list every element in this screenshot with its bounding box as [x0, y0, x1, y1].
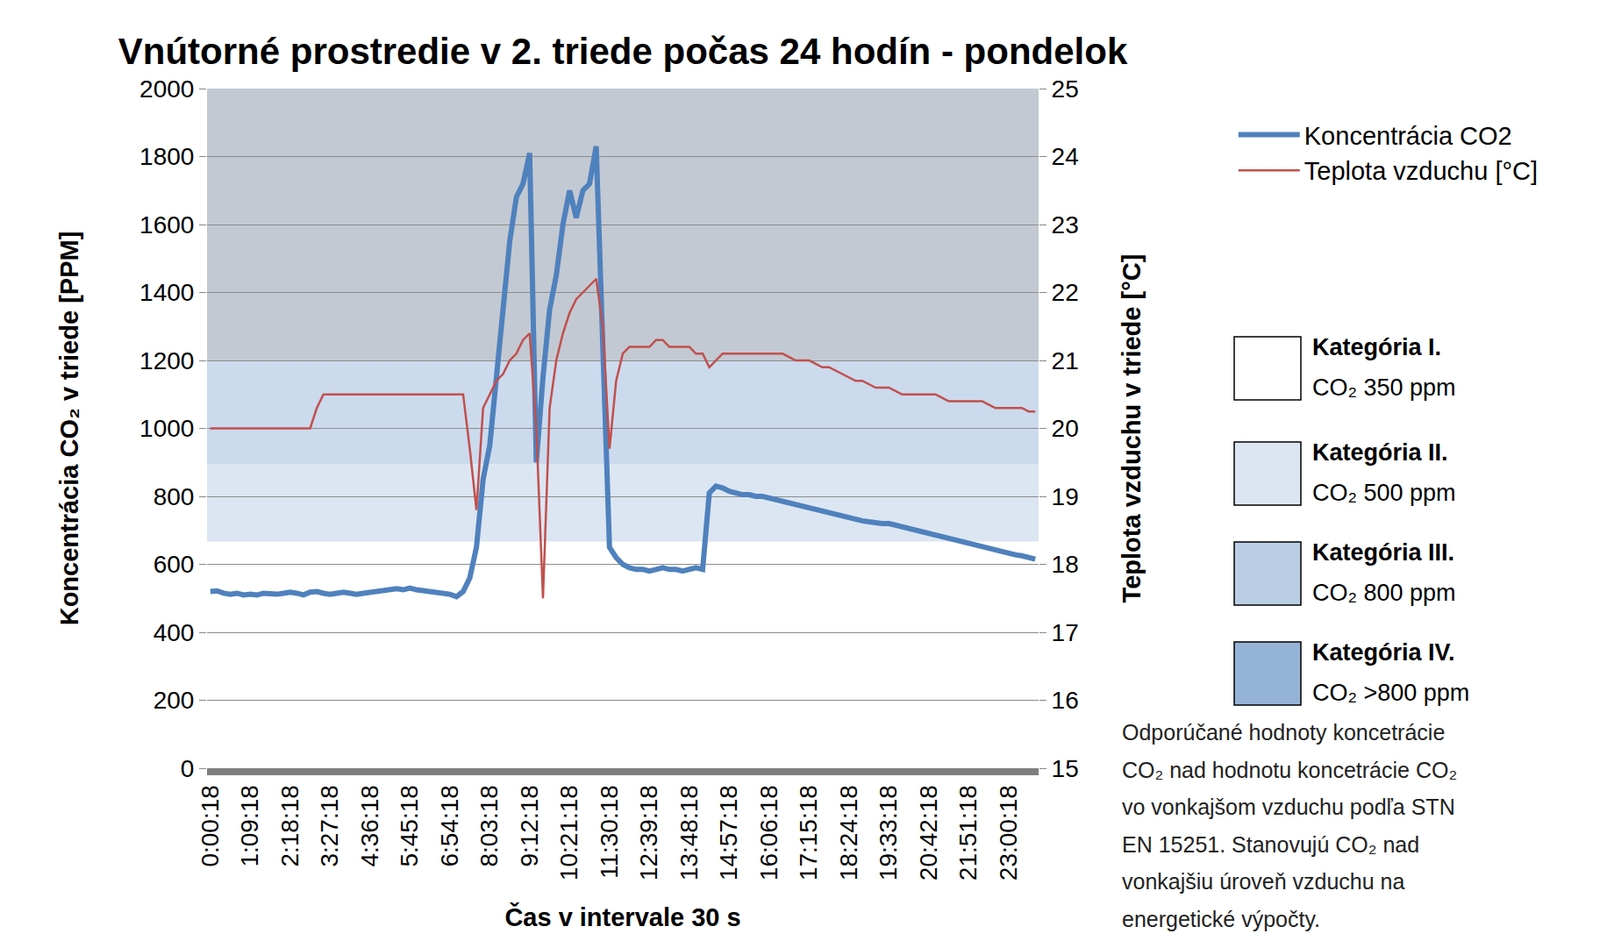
svg-text:20: 20	[1051, 414, 1079, 443]
svg-text:0:00:18: 0:00:18	[196, 785, 224, 867]
svg-text:5:45:18: 5:45:18	[395, 785, 423, 867]
svg-text:Kategória I.: Kategória I.	[1312, 334, 1442, 361]
svg-text:vonkajšiu úroveň vzduchu na: vonkajšiu úroveň vzduchu na	[1121, 869, 1406, 894]
svg-text:14:57:18: 14:57:18	[714, 785, 743, 881]
svg-text:3:27:18: 3:27:18	[315, 785, 343, 867]
svg-text:vo vonkajšom vzduchu podľa STN: vo vonkajšom vzduchu podľa STN	[1121, 794, 1456, 820]
svg-text:Čas v intervale 30 s: Čas v intervale 30 s	[504, 902, 741, 932]
svg-text:25: 25	[1051, 75, 1079, 103]
svg-text:15: 15	[1051, 755, 1079, 783]
svg-text:CO₂ nad hodnotu koncetrácie CO: CO₂ nad hodnotu koncetrácie CO₂	[1121, 757, 1458, 783]
svg-text:400: 400	[153, 619, 195, 647]
svg-text:Kategória III.: Kategória III.	[1312, 539, 1455, 566]
svg-text:23: 23	[1051, 211, 1079, 239]
svg-text:6:54:18: 6:54:18	[435, 785, 464, 867]
svg-text:16:06:18: 16:06:18	[755, 785, 783, 881]
svg-text:20:42:18: 20:42:18	[914, 785, 943, 881]
svg-text:17:15:18: 17:15:18	[794, 785, 822, 881]
svg-text:Vnútorné prostredie v 2. tried: Vnútorné prostredie v 2. triede počas 24…	[118, 30, 1129, 72]
svg-text:200: 200	[153, 686, 195, 715]
svg-text:19:33:18: 19:33:18	[874, 785, 902, 881]
svg-text:18:24:18: 18:24:18	[835, 785, 863, 881]
svg-text:1200: 1200	[139, 347, 194, 375]
svg-text:1600: 1600	[139, 211, 194, 239]
svg-text:EN 15251. Stanovujú CO₂ nad: EN 15251. Stanovujú CO₂ nad	[1121, 832, 1420, 858]
svg-text:10:21:18: 10:21:18	[555, 785, 583, 881]
svg-text:4:36:18: 4:36:18	[356, 785, 384, 867]
svg-text:Koncentrácia CO2: Koncentrácia CO2	[1304, 121, 1513, 150]
svg-text:1400: 1400	[139, 278, 194, 307]
svg-text:1800: 1800	[139, 142, 194, 171]
svg-text:1000: 1000	[139, 414, 194, 443]
svg-text:2:18:18: 2:18:18	[276, 785, 304, 867]
svg-text:Odporúčané hodnoty koncetrácie: Odporúčané hodnoty koncetrácie	[1121, 720, 1445, 745]
svg-text:0: 0	[180, 755, 195, 783]
svg-text:600: 600	[153, 550, 195, 579]
svg-text:Koncentrácia CO₂ v triede [PPM: Koncentrácia CO₂ v triede [PPM]	[55, 231, 84, 627]
svg-text:17: 17	[1051, 619, 1079, 647]
svg-text:energetické výpočty.: energetické výpočty.	[1121, 907, 1321, 932]
svg-text:12:39:18: 12:39:18	[635, 785, 663, 881]
svg-text:19: 19	[1051, 483, 1079, 511]
svg-text:21: 21	[1051, 347, 1079, 375]
svg-text:22: 22	[1051, 278, 1079, 307]
svg-text:11:30:18: 11:30:18	[595, 785, 623, 879]
svg-text:13:48:18: 13:48:18	[675, 785, 703, 881]
svg-text:9:12:18: 9:12:18	[515, 785, 543, 867]
svg-text:Kategória IV.: Kategória IV.	[1312, 639, 1456, 666]
svg-text:CO₂ >800 ppm: CO₂ >800 ppm	[1312, 679, 1470, 707]
svg-text:Teplota vzduchu v triede [°C]: Teplota vzduchu v triede [°C]	[1117, 254, 1146, 604]
svg-text:CO₂ 800 ppm: CO₂ 800 ppm	[1312, 579, 1457, 607]
svg-text:8:03:18: 8:03:18	[475, 785, 503, 867]
svg-text:24: 24	[1051, 142, 1079, 171]
svg-text:CO₂ 350 ppm: CO₂ 350 ppm	[1312, 374, 1457, 401]
svg-text:16: 16	[1051, 686, 1079, 715]
svg-text:1:09:18: 1:09:18	[235, 785, 264, 867]
svg-text:23:00:18: 23:00:18	[994, 785, 1022, 881]
svg-text:800: 800	[153, 483, 195, 511]
svg-text:21:51:18: 21:51:18	[954, 785, 982, 881]
svg-text:18: 18	[1051, 550, 1079, 579]
svg-text:Teplota vzduchu [°C]: Teplota vzduchu [°C]	[1304, 157, 1538, 186]
svg-text:CO₂ 500 ppm: CO₂ 500 ppm	[1312, 479, 1457, 507]
svg-text:Kategória II.: Kategória II.	[1312, 439, 1449, 466]
svg-text:2000: 2000	[139, 75, 194, 103]
